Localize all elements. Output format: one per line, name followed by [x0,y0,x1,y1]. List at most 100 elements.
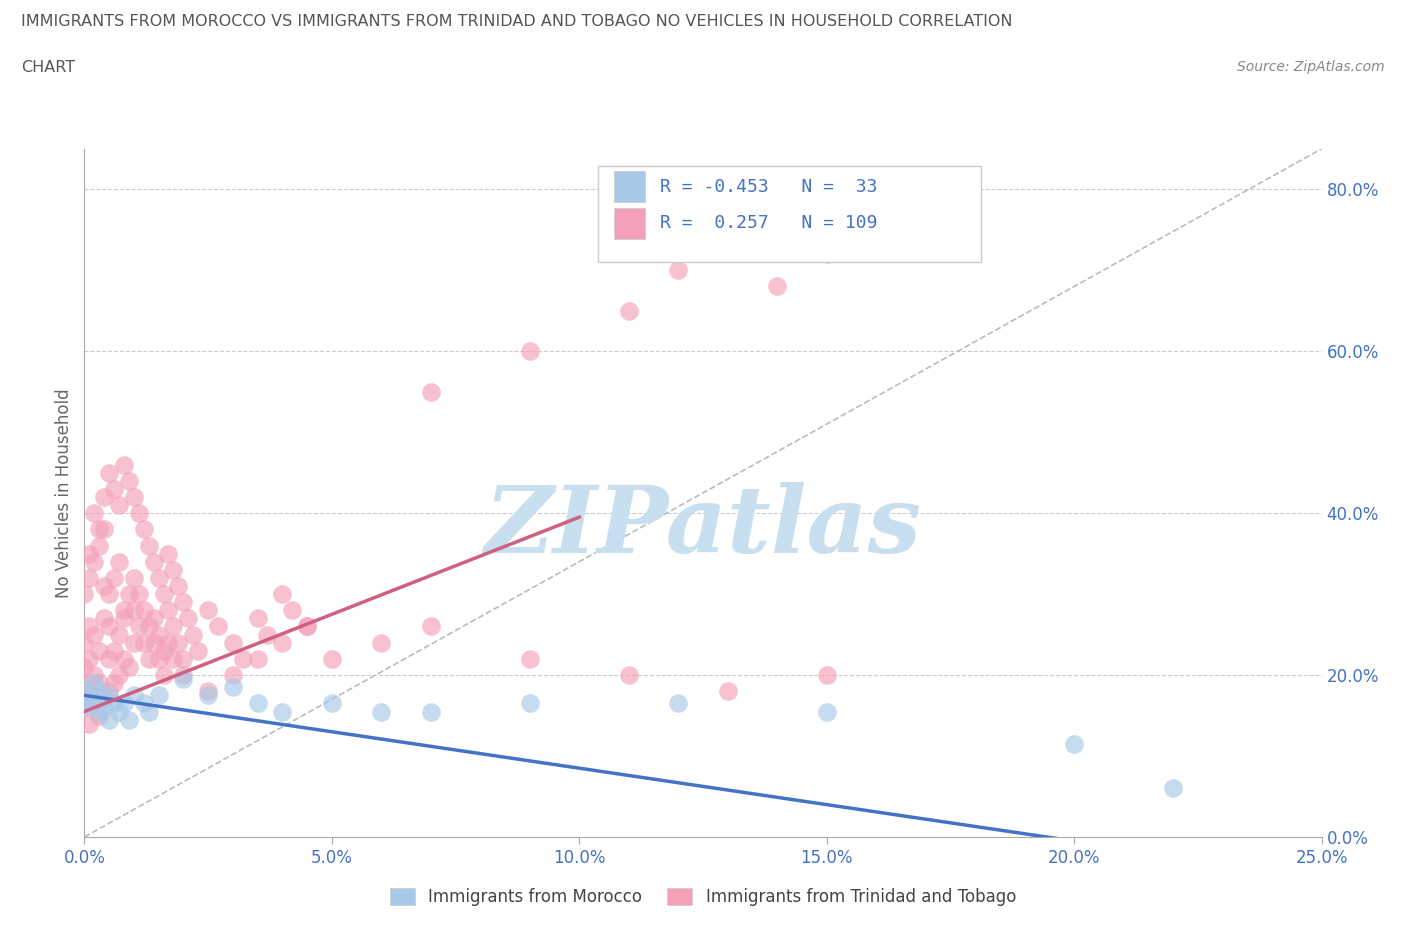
Point [118,587,141,602]
Text: ZIPatlas: ZIPatlas [485,483,921,572]
Point [79,570,101,585]
Point [167,635,190,650]
Point [98,651,121,666]
Point [73,659,96,674]
Point [122,635,145,650]
Point [181,627,204,642]
Point [148,688,170,703]
Point [187,644,209,658]
Point [118,659,141,674]
Point [246,651,269,666]
Point [132,635,155,650]
Point [142,554,165,569]
Point [152,587,174,602]
Point [138,538,160,553]
Point [128,587,150,602]
Text: R = -0.453   N =  33: R = -0.453 N = 33 [659,178,877,195]
Point [138,619,160,634]
Text: R =  0.257   N = 109: R = 0.257 N = 109 [659,214,877,232]
Point [162,619,184,634]
Point [93,489,115,504]
Point [419,704,441,719]
Point [93,522,115,537]
Point [132,522,155,537]
Point [152,644,174,658]
Point [172,595,194,610]
Point [419,384,441,399]
Point [73,676,96,691]
FancyBboxPatch shape [598,166,981,262]
Bar [614,171,645,202]
Point [246,696,269,711]
Point [79,651,101,666]
Point [98,465,121,480]
Point [73,700,96,715]
Point [112,651,135,666]
Point [717,238,740,253]
Point [172,651,194,666]
Point [162,651,184,666]
Point [108,498,131,512]
Point [197,684,219,698]
Point [666,696,689,711]
Point [103,644,125,658]
Point [666,263,689,278]
Point [79,619,101,634]
Point [83,506,105,521]
Text: IMMIGRANTS FROM MOROCCO VS IMMIGRANTS FROM TRINIDAD AND TOBAGO NO VEHICLES IN HO: IMMIGRANTS FROM MOROCCO VS IMMIGRANTS FR… [21,14,1012,29]
Point [157,635,180,650]
Point [122,489,145,504]
Point [118,712,141,727]
Point [118,473,141,488]
Y-axis label: No Vehicles in Household: No Vehicles in Household [55,388,73,598]
Point [79,716,101,731]
Point [370,635,392,650]
Point [108,668,131,683]
Point [197,688,219,703]
Point [148,627,170,642]
Point [83,627,105,642]
Point [73,587,96,602]
Point [148,651,170,666]
Point [89,522,111,537]
Point [232,651,254,666]
Point [157,546,180,561]
Point [79,546,101,561]
Point [1161,781,1184,796]
Bar [614,207,645,239]
Point [295,619,318,634]
Point [717,684,740,698]
Point [108,627,131,642]
Point [93,578,115,593]
Point [138,651,160,666]
Point [281,603,304,618]
Point [271,635,294,650]
Point [172,671,194,686]
Point [157,603,180,618]
Point [321,696,343,711]
Point [89,704,111,719]
Point [321,651,343,666]
Point [617,668,640,683]
Point [815,704,838,719]
Point [271,704,294,719]
Point [246,611,269,626]
Point [271,587,294,602]
Point [295,619,318,634]
Point [519,651,541,666]
Point [89,708,111,723]
Point [89,538,111,553]
Point [103,482,125,497]
Point [1063,737,1085,751]
Point [98,587,121,602]
Point [98,688,121,703]
Point [83,692,105,707]
Point [256,627,278,642]
Point [122,688,145,703]
Text: Source: ZipAtlas.com: Source: ZipAtlas.com [1237,60,1385,74]
Point [73,696,96,711]
Point [73,684,96,698]
Point [73,635,96,650]
Point [419,619,441,634]
Text: CHART: CHART [21,60,75,75]
